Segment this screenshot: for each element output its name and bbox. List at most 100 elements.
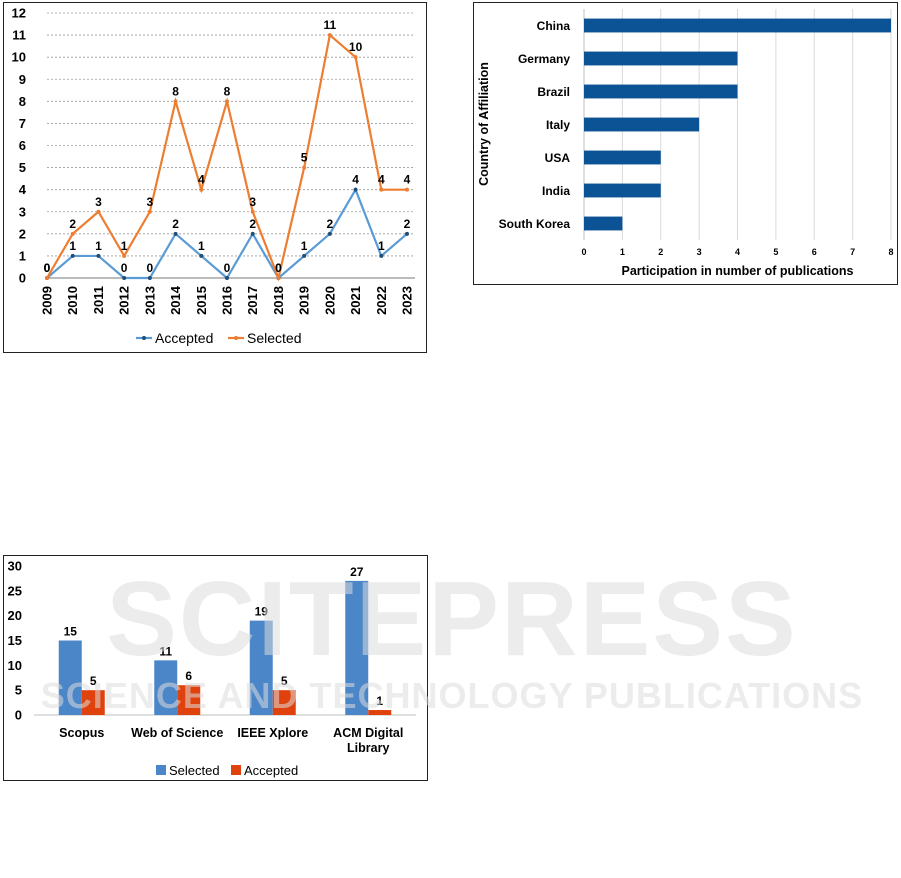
data-label: 4 — [404, 173, 411, 187]
y-tick-label: 30 — [8, 559, 22, 574]
data-point — [173, 99, 178, 104]
y-tick-label: USA — [545, 151, 571, 165]
data-label: 1 — [69, 239, 76, 253]
data-label: 8 — [224, 84, 231, 98]
x-tick-label: 2017 — [245, 286, 260, 315]
data-label: 2 — [249, 217, 256, 231]
x-tick-label: Web of Science — [131, 726, 223, 740]
data-label: 10 — [349, 40, 363, 54]
data-point — [199, 187, 204, 192]
data-label: 4 — [198, 173, 205, 187]
data-label: 19 — [255, 605, 269, 619]
data-label: 5 — [301, 151, 308, 165]
x-tick-label: 2009 — [40, 286, 55, 315]
data-point — [327, 33, 332, 38]
x-tick-label: 2012 — [117, 286, 132, 315]
bar-italy — [584, 117, 700, 132]
data-label: 3 — [147, 195, 154, 209]
x-tick-label: 2022 — [374, 286, 389, 315]
x-axis-title: Participation in number of publications — [622, 264, 854, 278]
country-bar-chart: 0 1 2 3 4 5 6 7 8 China Germany Brazil Italy USA India… — [477, 9, 894, 278]
bar-usa — [584, 150, 661, 165]
data-point — [327, 231, 332, 236]
data-point — [405, 187, 409, 192]
x-tick-label: 6 — [812, 247, 817, 257]
data-point — [147, 209, 152, 214]
data-point — [302, 165, 307, 170]
y-tick-label: 7 — [19, 116, 26, 131]
y-tick-label: 11 — [12, 28, 26, 43]
data-point — [122, 253, 127, 258]
x-tick-label: 2010 — [65, 286, 80, 315]
y-tick-label: 0 — [15, 708, 22, 723]
data-point — [45, 276, 49, 280]
x-tick-label: 8 — [888, 247, 893, 257]
data-label: 2 — [404, 217, 411, 231]
legend-marker — [142, 336, 146, 340]
data-label: 5 — [90, 674, 97, 688]
legend-swatch-selected — [156, 765, 166, 775]
data-label: 8 — [172, 84, 179, 98]
y-tick-label: 25 — [8, 583, 22, 598]
x-tick-label: 3 — [697, 247, 702, 257]
data-point — [353, 187, 358, 192]
x-tick-label: 2013 — [142, 286, 157, 315]
bar-germany — [584, 51, 738, 66]
bar-india — [584, 183, 661, 198]
data-point — [70, 253, 75, 258]
x-tick-label: 2020 — [322, 286, 337, 315]
data-label: 5 — [281, 674, 288, 688]
y-tick-label: 2 — [19, 226, 26, 241]
x-tick-label: IEEE Xplore — [237, 726, 308, 740]
bar-south-korea — [584, 216, 623, 231]
data-point — [96, 209, 101, 214]
data-point — [96, 253, 101, 258]
y-tick-label: Brazil — [537, 85, 570, 99]
data-label: 1 — [121, 239, 128, 253]
data-label: 0 — [44, 261, 51, 275]
x-tick-label: 1 — [620, 247, 625, 257]
x-tick-label: Scopus — [59, 726, 104, 740]
x-tick-label: ACM Digital — [333, 726, 403, 740]
y-tick-label: 1 — [19, 248, 26, 263]
y-tick-label: 0 — [19, 271, 26, 286]
x-tick-label: 2015 — [194, 286, 209, 315]
legend-label-selected: Selected — [169, 763, 220, 778]
data-label: 4 — [352, 173, 359, 187]
data-point — [122, 276, 127, 280]
data-label: 11 — [159, 644, 172, 658]
data-label: 0 — [147, 261, 154, 275]
bar-selected — [58, 640, 82, 715]
data-label: 2 — [69, 217, 76, 231]
data-label: 1 — [378, 239, 385, 253]
y-tick-label: 4 — [19, 182, 27, 197]
data-label: 3 — [249, 195, 256, 209]
data-point — [173, 231, 178, 236]
data-label: 1 — [198, 239, 205, 253]
x-tick-label: 2018 — [271, 286, 286, 315]
x-tick-label: 2019 — [297, 286, 312, 315]
data-label: 0 — [275, 261, 282, 275]
bar-selected — [154, 660, 178, 715]
y-tick-label: 12 — [12, 6, 26, 21]
data-point — [353, 55, 358, 60]
line-chart-panel: 0 1 2 3 4 5 6 7 8 9 10 11 12 2009 2010 2011 2012 2013 2014… — [3, 2, 427, 353]
bar-china — [584, 18, 891, 33]
legend-label-accepted: Accepted — [244, 763, 298, 778]
data-label: 15 — [64, 625, 78, 639]
data-label: 0 — [121, 261, 128, 275]
country-bar-chart-panel: 0 1 2 3 4 5 6 7 8 China Germany Brazil Italy USA India… — [473, 2, 898, 285]
data-point — [379, 187, 384, 192]
data-point — [379, 253, 384, 258]
data-label: 11 — [324, 18, 337, 32]
y-tick-label: 3 — [19, 204, 26, 219]
legend-marker — [234, 336, 238, 340]
x-tick-label: 2016 — [220, 286, 235, 315]
x-tick-label: 5 — [773, 247, 778, 257]
x-tick-label: Library — [347, 741, 389, 755]
data-label: 3 — [95, 195, 102, 209]
y-tick-label: Germany — [518, 52, 570, 66]
y-tick-label: 9 — [19, 72, 26, 87]
